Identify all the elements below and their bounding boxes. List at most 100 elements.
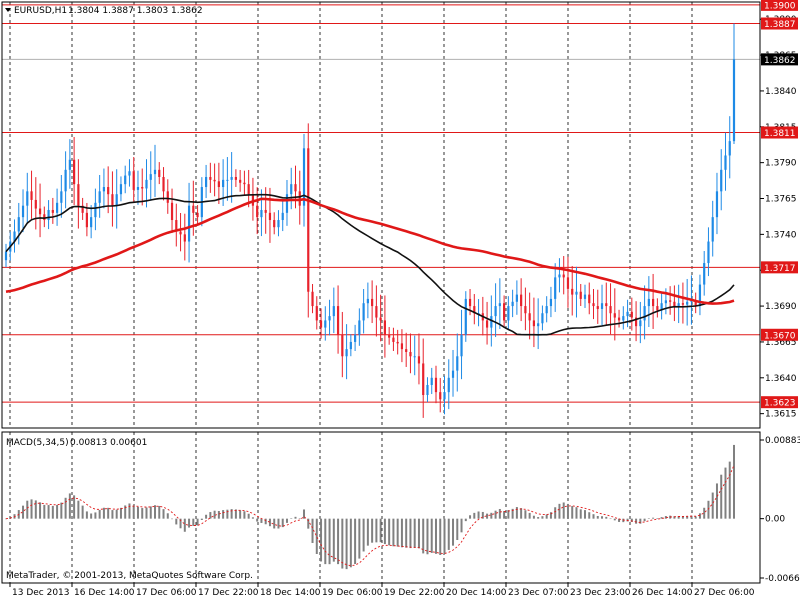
macd-histogram-bar <box>290 518 293 519</box>
macd-histogram-bar <box>183 518 186 532</box>
candle-body <box>30 191 33 200</box>
candle-body <box>524 306 527 314</box>
level-label-box <box>761 328 798 341</box>
time-tick-label: 27 Dec 06:00 <box>694 588 755 598</box>
candle-body <box>447 377 450 393</box>
candle-body <box>213 179 216 182</box>
macd-histogram-bar <box>545 514 548 519</box>
macd-panel-frame <box>1 431 761 584</box>
macd-histogram-bar <box>158 505 161 519</box>
macd-histogram-bar <box>566 503 569 519</box>
price-tick-label: 1.3615 <box>765 410 797 420</box>
macd-tick-label: 0.00 <box>765 515 785 525</box>
chart-header: EURUSD,H1 1.3804 1.3887 1.3803 1.3862 <box>5 6 203 16</box>
candle-body <box>256 205 259 218</box>
candle-body <box>507 306 510 321</box>
macd-histogram-bar <box>562 502 565 519</box>
candle-body <box>400 343 404 350</box>
level-label-box <box>761 0 798 11</box>
candle-body <box>639 320 642 327</box>
time-tick-label: 13 Dec 2013 <box>12 588 70 598</box>
candle-body <box>537 323 540 327</box>
macd-histogram-bar <box>592 514 595 519</box>
macd-histogram-bar <box>226 509 229 519</box>
chevron-down-icon[interactable] <box>5 8 11 12</box>
macd-name: MACD(5,34,5) <box>6 438 69 448</box>
candle-body <box>647 298 650 307</box>
macd-histogram-bar <box>652 517 655 519</box>
macd-histogram-bar <box>34 500 37 519</box>
macd-tick-label: -0.00666 <box>765 574 800 584</box>
macd-histogram-bar <box>132 505 135 519</box>
candle-body <box>405 349 408 352</box>
macd-histogram-bar <box>541 516 544 519</box>
candle-body <box>328 316 331 321</box>
macd-histogram-bar <box>524 510 527 519</box>
macd-histogram-bar <box>677 516 680 519</box>
macd-histogram-bar <box>698 513 701 519</box>
candle-body <box>622 316 625 321</box>
macd-histogram-bar <box>511 508 514 519</box>
macd-histogram-bar <box>375 518 378 543</box>
candle-body <box>268 212 272 221</box>
macd-histogram-bar <box>494 510 497 519</box>
candle-body <box>728 141 731 156</box>
candle-body <box>222 179 225 188</box>
macd-histogram-bar <box>507 510 510 519</box>
macd-histogram-bar <box>635 518 638 524</box>
candle-body <box>396 341 399 344</box>
candle-body <box>307 148 310 292</box>
candle-body <box>319 320 323 328</box>
candle-body <box>302 148 306 206</box>
macd-histogram-bar <box>443 518 446 554</box>
macd-histogram-bar <box>366 518 369 546</box>
candle-body <box>532 320 536 327</box>
candle-body <box>383 320 387 335</box>
macd-histogram-bar <box>307 518 310 529</box>
macd-histogram-bar <box>56 504 59 519</box>
candle-body <box>613 313 616 318</box>
macd-histogram-bar <box>400 518 403 548</box>
candle-body <box>285 194 289 213</box>
ohlc-readout: 1.3804 1.3887 1.3803 1.3862 <box>68 6 203 16</box>
price-tick-label: 1.3790 <box>765 159 797 169</box>
candle-body <box>652 298 655 307</box>
macd-histogram-bar <box>213 510 216 519</box>
candle-body <box>554 277 557 299</box>
candle-body <box>592 303 595 307</box>
candle-body <box>217 181 220 188</box>
macd-header: MACD(5,34,5) 0.00813 0.00601 <box>6 438 147 448</box>
candle-body <box>456 356 459 371</box>
candle-body <box>55 202 59 213</box>
candle-body <box>158 169 161 177</box>
macd-histogram-bar <box>22 505 25 519</box>
candle-body <box>371 298 374 307</box>
macd-histogram-bar <box>715 483 718 519</box>
candle-body <box>345 349 348 357</box>
candle-body <box>711 217 714 242</box>
candle-body <box>417 356 421 364</box>
macd-histogram-bar <box>111 510 114 519</box>
candle-body <box>226 179 229 181</box>
macd-histogram-bar <box>94 512 97 519</box>
macd-histogram-bar <box>277 518 280 529</box>
macd-histogram-bar <box>166 513 169 519</box>
macd-histogram-bar <box>647 518 650 519</box>
candle-body <box>724 155 727 170</box>
macd-histogram-bar <box>251 517 254 519</box>
price-candles <box>4 23 736 418</box>
candle-body <box>596 306 599 309</box>
macd-histogram-bar <box>81 505 84 519</box>
candle-body <box>473 306 476 314</box>
candle-body <box>81 205 84 213</box>
macd-histogram-bar <box>601 516 604 519</box>
macd-histogram-bar <box>728 461 731 519</box>
time-tick-label: 19 Dec 06:00 <box>322 588 383 598</box>
macd-histogram-bar <box>234 509 237 519</box>
macd-histogram-bar <box>362 518 365 552</box>
level-label-text: 1.3862 <box>764 56 796 66</box>
macd-histogram-bar <box>209 512 212 519</box>
candle-body <box>34 199 37 209</box>
candle-body <box>422 363 425 396</box>
candle-body <box>332 306 335 317</box>
